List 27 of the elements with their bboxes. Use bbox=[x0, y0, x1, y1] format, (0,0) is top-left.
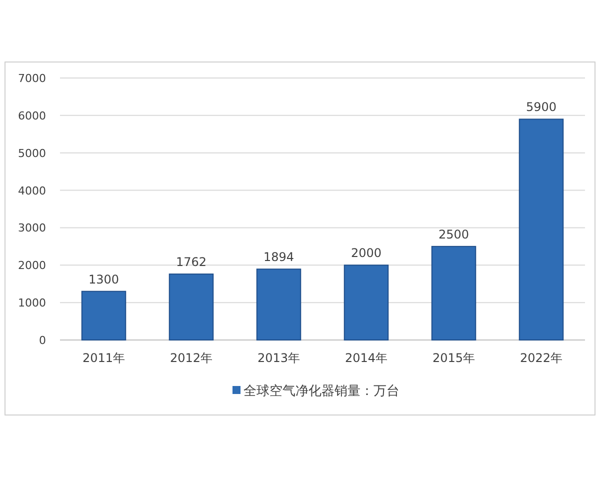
x-tick-label: 2015年 bbox=[432, 351, 476, 365]
data-label: 2000 bbox=[350, 246, 382, 260]
y-tick-label: 7000 bbox=[18, 72, 46, 85]
x-tick-label: 2022年 bbox=[520, 351, 563, 365]
bar bbox=[344, 264, 389, 340]
legend-label: 全球空气净化器销量：万台 bbox=[244, 384, 400, 399]
bar bbox=[431, 246, 476, 340]
y-tick-label: 0 bbox=[39, 334, 46, 347]
data-label: 1300 bbox=[88, 272, 120, 286]
y-tick-label: 1000 bbox=[18, 296, 46, 310]
x-tick-label: 2011年 bbox=[82, 351, 126, 365]
y-tick-label: 3000 bbox=[18, 222, 46, 235]
y-tick-label: 6000 bbox=[18, 109, 46, 122]
bar bbox=[256, 268, 302, 340]
x-tick-label: 2013年 bbox=[257, 351, 300, 365]
y-tick-label: 5000 bbox=[18, 146, 46, 160]
data-label: 1894 bbox=[263, 250, 294, 264]
bar bbox=[81, 290, 126, 340]
data-label: 2500 bbox=[438, 227, 470, 242]
bar bbox=[518, 118, 564, 340]
bar bbox=[168, 274, 214, 340]
y-tick-label: 2000 bbox=[18, 259, 46, 272]
y-tick-label: 4000 bbox=[18, 184, 46, 198]
x-tick-label: 2012年 bbox=[170, 351, 213, 365]
data-label: 5900 bbox=[526, 100, 557, 114]
x-tick-label: 2014年 bbox=[344, 351, 388, 365]
data-label: 1762 bbox=[176, 255, 207, 270]
